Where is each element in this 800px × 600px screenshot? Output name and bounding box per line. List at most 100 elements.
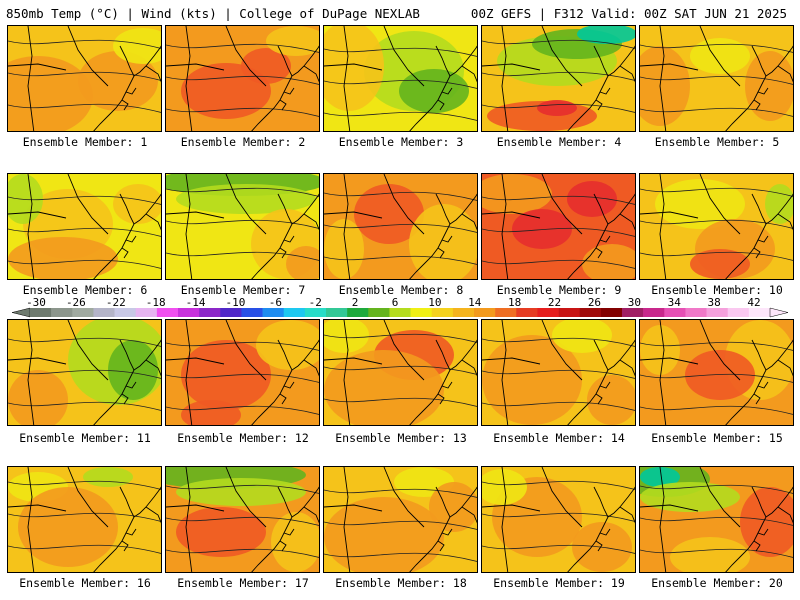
- temperature-region: [271, 512, 319, 572]
- member-label: Ensemble Member: 9: [496, 283, 622, 297]
- temperature-region: [582, 244, 635, 279]
- temperature-region: [640, 482, 740, 512]
- height-contour: [166, 548, 319, 558]
- height-contour: [324, 79, 477, 89]
- temperature-region: [765, 184, 793, 224]
- colorbar-tick-label: -2: [309, 296, 322, 309]
- coastline: [166, 26, 319, 131]
- coastline: [166, 320, 319, 425]
- colorbar-segment: [643, 308, 665, 317]
- height-contour: [640, 516, 793, 526]
- height-contour: [8, 259, 161, 269]
- colorbar-segment: [326, 308, 348, 317]
- temperature-region: [640, 467, 680, 487]
- colorbar-segment: [199, 308, 221, 317]
- height-contour: [8, 337, 161, 347]
- height-contour: [324, 191, 477, 201]
- member-label: Ensemble Member: 10: [651, 283, 783, 297]
- temperature-region: [409, 204, 477, 279]
- temperature-region: [181, 400, 241, 425]
- height-contour: [640, 187, 793, 197]
- height-contour: [640, 251, 793, 261]
- height-contour: [166, 187, 319, 197]
- height-contour: [482, 337, 635, 347]
- temperature-region: [324, 219, 364, 279]
- temperature-colorbar: -30 -26 -22 -18 -14 -10 -6 -2 2 6 10 14 18 22 26 30 34 38…: [11, 296, 789, 318]
- colorbar-min-arrow: [11, 307, 31, 318]
- height-contour: [166, 219, 319, 229]
- coastline: [8, 174, 161, 279]
- coastline: [482, 467, 635, 572]
- height-contour: [166, 107, 319, 117]
- height-contour: [640, 341, 793, 351]
- colorbar-segment: [474, 308, 496, 317]
- coastline: [324, 174, 477, 279]
- member-label: Ensemble Member: 7: [180, 283, 306, 297]
- colorbar-tick-label: -22: [106, 296, 126, 309]
- member-panel-19: [481, 466, 636, 573]
- member-label: Ensemble Member: 6: [22, 283, 148, 297]
- colorbar-tick-label: 14: [468, 296, 482, 309]
- colorbar-tick-label: 22: [548, 296, 561, 309]
- colorbar-tick-label: -26: [66, 296, 86, 309]
- height-contour: [482, 512, 635, 522]
- colorbar-segment: [304, 308, 327, 317]
- height-contour: [324, 111, 477, 121]
- height-contour: [324, 552, 477, 562]
- height-contour: [640, 484, 793, 494]
- height-contour: [482, 227, 635, 237]
- colorbar-segment: [516, 308, 538, 317]
- temperature-region: [587, 375, 635, 425]
- member-label: Ensemble Member: 12: [177, 431, 309, 445]
- temperature-region: [640, 325, 680, 375]
- temperature-map: [8, 174, 161, 279]
- temperature-region: [482, 174, 552, 214]
- colorbar-segment: [579, 308, 602, 317]
- coastline: [8, 467, 161, 572]
- height-contour: [8, 480, 161, 490]
- member-panel-6: [7, 173, 162, 280]
- coastline: [640, 467, 793, 572]
- colorbar-segment: [622, 308, 644, 317]
- colorbar-tick-label: -18: [146, 296, 166, 309]
- colorbar-segment: [664, 308, 686, 317]
- member-panel-17: [165, 466, 320, 573]
- height-contour: [640, 548, 793, 558]
- temperature-map: [324, 174, 477, 279]
- colorbar-tick-label: 6: [392, 296, 399, 309]
- temperature-map: [166, 26, 319, 131]
- temperature-map: [8, 320, 161, 425]
- temperature-region: [512, 209, 572, 249]
- member-panel-13: [323, 319, 478, 426]
- member-label: Ensemble Member: 8: [338, 283, 464, 297]
- colorbar-segment: [600, 308, 623, 317]
- temperature-region: [324, 26, 384, 111]
- temperature-region: [113, 184, 161, 224]
- temperature-region: [78, 51, 158, 111]
- height-contour: [8, 227, 161, 237]
- member-panel-8: [323, 173, 478, 280]
- colorbar-tick-label: -10: [226, 296, 246, 309]
- temperature-region: [8, 174, 43, 224]
- colorbar-tick-label: -30: [26, 296, 46, 309]
- temperature-region: [18, 487, 118, 567]
- colorbar-segment: [685, 308, 707, 317]
- height-contour: [8, 369, 161, 379]
- temperature-region: [113, 28, 161, 64]
- member-label: Ensemble Member: 15: [651, 431, 783, 445]
- colorbar-segment: [558, 308, 581, 317]
- temperature-region: [577, 26, 635, 44]
- height-contour: [482, 39, 635, 49]
- member-panel-10: [639, 173, 794, 280]
- height-contour: [8, 103, 161, 113]
- height-contour: [8, 39, 161, 49]
- temperature-region: [176, 478, 306, 506]
- temperature-map: [640, 320, 793, 425]
- member-panel-2: [165, 25, 320, 132]
- height-contour: [324, 47, 477, 57]
- colorbar-segment: [114, 308, 137, 317]
- temperature-map: [166, 174, 319, 279]
- member-label: Ensemble Member: 16: [19, 576, 151, 590]
- temperature-region: [745, 51, 793, 121]
- temperature-region: [567, 181, 617, 217]
